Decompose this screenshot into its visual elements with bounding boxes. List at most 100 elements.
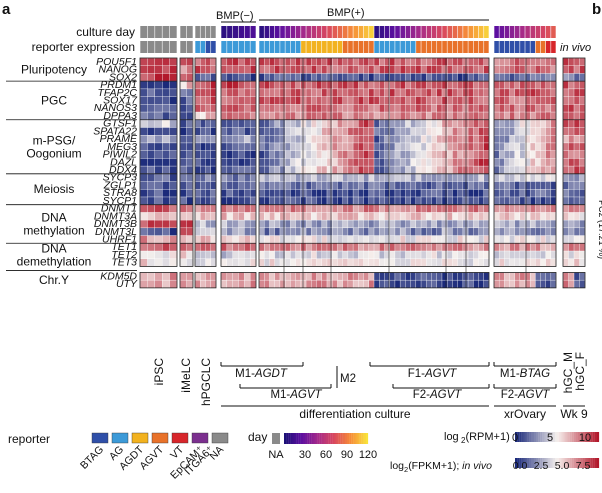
heatmap-cell (442, 65, 447, 74)
heatmap-cell (545, 150, 551, 159)
heatmap-cell (509, 235, 515, 244)
heatmap-cell (210, 243, 216, 251)
heatmap-cell (568, 158, 574, 166)
heatmap-cell (545, 174, 551, 182)
heatmap-cell (332, 280, 338, 288)
heatmap-cell (269, 212, 275, 220)
heatmap-cell (452, 135, 458, 143)
heatmap-cell (431, 251, 437, 259)
heatmap-cell (499, 189, 505, 197)
heatmap-cell (290, 174, 296, 182)
heatmap-cell (563, 150, 569, 159)
heatmap-cell (478, 220, 484, 228)
gene-label-tet3: TET3 (111, 257, 137, 269)
reporter-cell (551, 41, 556, 53)
heatmap-cell (395, 127, 400, 135)
gene-label-meg3: MEG3 (107, 141, 137, 153)
heatmap-cell (147, 73, 155, 81)
heatmap-cell (358, 81, 364, 89)
culture-day-cell (264, 26, 270, 38)
heatmap-cell (395, 158, 400, 166)
heatmap-cell (473, 104, 479, 112)
heatmap-cell (400, 81, 406, 89)
heatmap-cell (311, 228, 317, 236)
heatmap-cell (147, 258, 155, 267)
heatmap-cell (250, 258, 256, 267)
heatmap-cell (259, 166, 265, 174)
heatmap-cell (410, 258, 416, 267)
heatmap-cell (321, 251, 327, 259)
heatmap-cell (285, 73, 291, 81)
heatmap-cell (579, 104, 585, 112)
heatmap-cell (509, 280, 515, 288)
heatmap-cell (205, 143, 211, 151)
heatmap-cell (468, 258, 474, 267)
culture-day-cell (259, 26, 264, 38)
heatmap-cell (232, 197, 239, 205)
heatmap-cell (540, 143, 546, 151)
heatmap-cell (509, 228, 515, 236)
heatmap-cell (155, 73, 162, 81)
heatmap-cell (290, 272, 296, 280)
heatmap-cell (180, 235, 187, 244)
heatmap-cell (494, 89, 499, 97)
heatmap-cell (205, 135, 211, 143)
heatmap-cell (311, 212, 317, 220)
heatmap-cell (195, 204, 201, 213)
heatmap-cell (147, 119, 155, 128)
heatmap-cell (327, 73, 332, 81)
heatmap-cell (379, 272, 385, 280)
heatmap-cell (244, 235, 250, 244)
heatmap-cell (285, 89, 291, 97)
heatmap-cell (332, 243, 338, 251)
heatmap-cell (525, 135, 530, 143)
heatmap-cell (525, 228, 530, 236)
heatmap-cell (436, 65, 442, 74)
gene-label-ddx4: DDX4 (109, 164, 137, 176)
heatmap-cell (269, 197, 275, 205)
heatmap-cell (221, 272, 227, 280)
heatmap-cell (221, 197, 227, 205)
heatmap-cell (499, 112, 505, 120)
heatmap-cell (259, 112, 265, 120)
culture-day-cell (473, 26, 479, 38)
heatmap-cell (140, 243, 148, 251)
heatmap-cell (494, 127, 499, 135)
heatmap-cell (332, 251, 338, 259)
heatmap-cell (140, 235, 148, 244)
culture-day-cell (162, 26, 170, 38)
heatmap-cell (535, 280, 541, 288)
heatmap-cell (421, 272, 427, 280)
heatmap-cell (295, 212, 301, 220)
heatmap-cell (368, 258, 374, 267)
heatmap-cell (269, 166, 275, 174)
heatmap-cell (232, 204, 239, 213)
heatmap-cell (205, 89, 211, 97)
heatmap-cell (180, 181, 187, 190)
heatmap-cell (463, 119, 468, 128)
heatmap-cell (205, 65, 211, 74)
culture-day-cell (358, 26, 364, 38)
heatmap-cell (374, 73, 380, 81)
heatmap-cell (186, 96, 193, 105)
heatmap-cell (264, 258, 270, 267)
heatmap-cell (405, 104, 411, 112)
reporter-cell (400, 41, 406, 53)
heatmap-cell (463, 58, 468, 66)
heatmap-cell (306, 166, 312, 174)
heatmap-cell (405, 81, 411, 89)
heatmap-cell (316, 65, 322, 74)
heatmap-cell (348, 58, 353, 66)
heatmap-cell (244, 212, 250, 220)
heatmap-cell (504, 189, 510, 197)
heatmap-cell (389, 251, 395, 259)
heatmap-cell (442, 135, 447, 143)
heatmap-cell (274, 243, 280, 251)
heatmap-cell (483, 243, 489, 251)
reporter-cell (322, 41, 327, 53)
heatmap-cell (384, 89, 390, 97)
heatmap-cell (478, 235, 484, 244)
heatmap-cell (568, 220, 574, 228)
heatmap-cell (442, 251, 447, 259)
heatmap-cell (374, 119, 380, 128)
